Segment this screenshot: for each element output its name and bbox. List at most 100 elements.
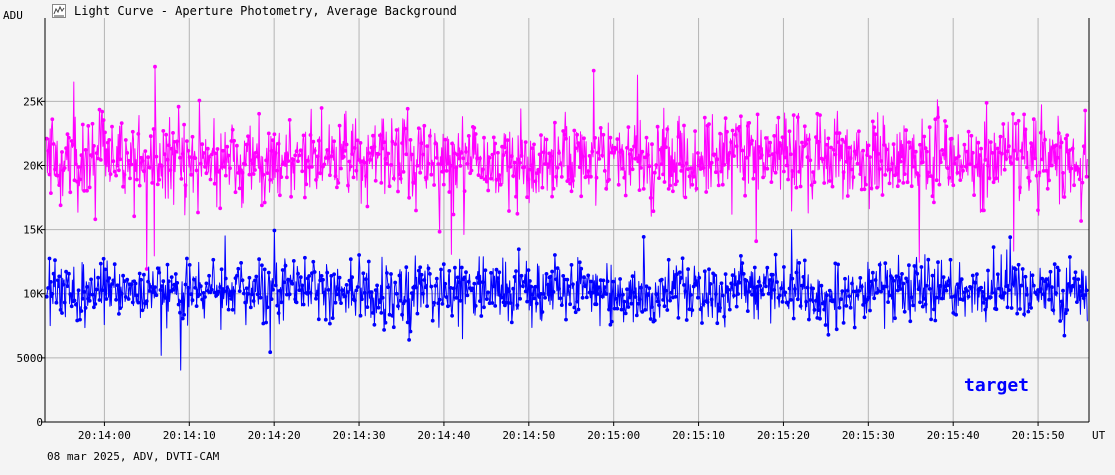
data-point	[1058, 145, 1063, 149]
data-point	[49, 280, 53, 284]
data-point	[780, 135, 785, 140]
data-point	[1029, 141, 1033, 146]
data-point	[155, 266, 160, 271]
data-point	[975, 163, 979, 168]
data-point	[752, 169, 757, 174]
data-point	[414, 208, 418, 213]
data-point	[990, 290, 995, 295]
data-point	[951, 311, 956, 315]
data-point	[126, 158, 131, 163]
data-point	[412, 181, 417, 185]
y-tick-label: 5000	[17, 352, 44, 365]
data-point	[929, 317, 933, 322]
footer-info: 08 mar 2025, ADV, DVTI-CAM	[47, 450, 220, 463]
data-point	[179, 177, 184, 181]
data-point	[700, 321, 704, 325]
data-point	[848, 305, 853, 310]
data-point	[518, 161, 522, 165]
data-point	[983, 307, 988, 312]
data-point	[365, 305, 370, 309]
data-point	[415, 163, 420, 168]
data-point	[192, 277, 196, 282]
data-point	[626, 125, 631, 129]
data-point	[918, 142, 922, 147]
data-point	[1034, 173, 1039, 178]
data-point	[651, 209, 656, 214]
data-point	[864, 182, 868, 187]
data-point	[640, 149, 645, 154]
data-point	[432, 183, 436, 187]
data-point	[387, 184, 392, 189]
data-point	[584, 174, 589, 179]
data-point	[693, 129, 697, 134]
data-point	[945, 283, 950, 288]
data-point	[709, 160, 714, 165]
data-point	[923, 302, 928, 307]
data-point	[951, 183, 956, 188]
data-point	[493, 141, 498, 146]
data-point	[945, 166, 950, 171]
data-point	[290, 281, 295, 286]
data-point	[326, 156, 331, 160]
data-point	[1080, 293, 1085, 298]
data-point	[328, 321, 332, 326]
data-point	[589, 279, 593, 284]
data-point	[92, 144, 96, 148]
data-point	[333, 174, 338, 179]
data-point	[433, 284, 438, 288]
data-point	[679, 169, 684, 173]
data-point	[965, 149, 970, 154]
data-point	[577, 165, 582, 170]
data-point	[128, 176, 132, 181]
data-point	[158, 288, 163, 292]
data-point	[850, 167, 854, 172]
data-point	[768, 140, 772, 145]
data-point	[730, 128, 735, 133]
data-point	[870, 270, 875, 275]
data-point	[476, 281, 481, 285]
data-point	[137, 271, 142, 276]
axis-labels: 0 5000 10K 15K 20K 25K 20:14:00 20:14:10 20:14:2…	[3, 9, 1106, 442]
data-point	[936, 260, 940, 265]
data-point	[636, 301, 641, 306]
data-point	[720, 182, 725, 187]
data-point	[766, 153, 771, 158]
data-point	[551, 186, 556, 191]
data-point	[360, 297, 364, 302]
data-point	[362, 291, 367, 295]
data-point	[664, 145, 668, 150]
data-point	[886, 167, 890, 172]
data-point	[546, 282, 550, 287]
data-point	[772, 288, 777, 292]
data-point	[558, 296, 563, 301]
data-point	[800, 140, 804, 145]
data-point	[673, 182, 678, 187]
x-tick-label: 20:14:10	[163, 429, 216, 442]
data-point	[884, 147, 889, 152]
data-point	[264, 158, 268, 163]
data-point	[161, 279, 166, 284]
data-point	[117, 168, 121, 173]
data-point	[462, 189, 467, 194]
data-point	[858, 172, 863, 177]
data-point	[633, 295, 638, 299]
data-point	[1015, 311, 1020, 316]
data-point	[859, 284, 864, 289]
data-point	[493, 304, 498, 308]
data-point	[178, 155, 182, 160]
data-point	[912, 264, 917, 268]
data-point	[146, 155, 151, 160]
data-point	[887, 181, 892, 186]
data-point	[593, 136, 597, 140]
light-curve-icon[interactable]	[52, 4, 66, 18]
data-point	[534, 171, 539, 176]
data-point	[793, 287, 797, 291]
data-point	[311, 259, 316, 264]
data-point	[723, 272, 728, 276]
data-point	[887, 293, 892, 298]
data-point	[648, 196, 653, 200]
data-point	[414, 285, 418, 290]
data-point	[243, 162, 248, 167]
data-point	[629, 148, 634, 152]
data-point	[133, 281, 138, 286]
